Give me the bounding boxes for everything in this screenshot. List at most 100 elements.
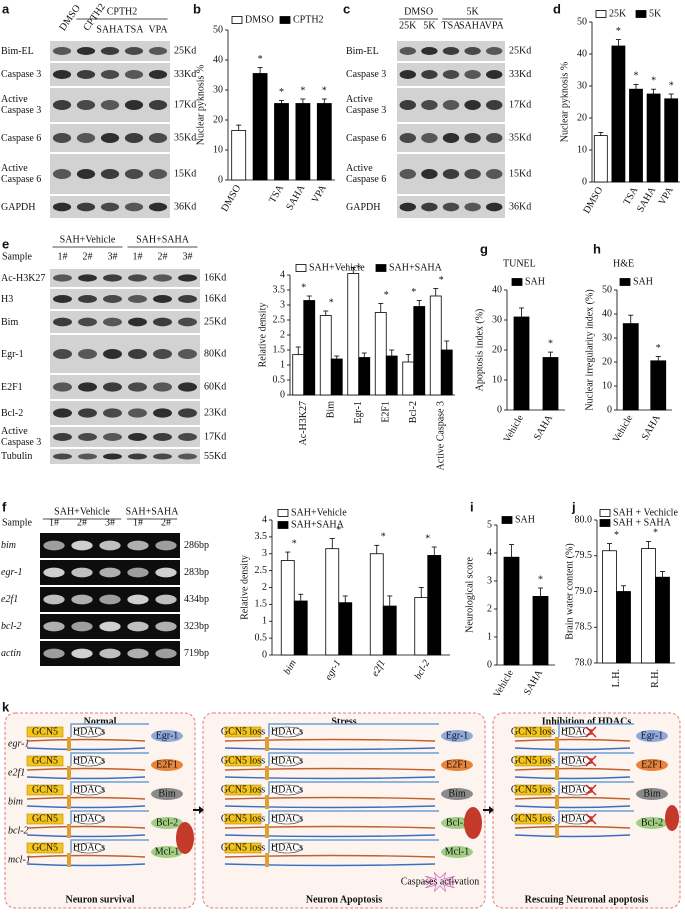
- row-label-box: Bim-EL: [1, 45, 34, 57]
- row-label: GAPDH: [1, 201, 36, 213]
- band: [71, 567, 93, 578]
- row-label-box: Bim: [1, 317, 18, 328]
- gene-label: bim: [8, 796, 23, 807]
- band: [103, 317, 122, 327]
- bar: [429, 295, 442, 396]
- panel-label: k: [2, 699, 10, 714]
- gcn5-box: [514, 784, 552, 796]
- band: [399, 47, 417, 55]
- panel-label: b: [193, 1, 201, 16]
- promoter: [265, 824, 269, 838]
- band: [178, 295, 197, 303]
- protein-shape: [151, 730, 183, 742]
- band: [178, 453, 197, 460]
- band: [71, 648, 93, 659]
- gcn5-label: GCN5 loss: [511, 726, 555, 737]
- row-label: Active Caspase 6: [1, 163, 42, 185]
- lane-label: TSA: [125, 24, 145, 35]
- gcn5-box: [26, 813, 64, 825]
- hdac-shape: [271, 813, 303, 825]
- band: [399, 169, 417, 179]
- legend-label: SAH+SAHA: [389, 262, 443, 273]
- gcn5-box: [224, 784, 262, 796]
- legend-label: SAH+Vehicle: [291, 507, 347, 518]
- size-label: 434bp: [184, 594, 209, 605]
- lane-label: 2#: [158, 251, 168, 262]
- bar: [382, 605, 397, 656]
- y-tick-label: 0: [218, 174, 223, 185]
- band: [76, 169, 96, 179]
- y-tick-label: 0: [607, 404, 612, 415]
- size-label: 283bp: [184, 567, 209, 578]
- band: [43, 540, 65, 551]
- band: [442, 169, 460, 179]
- promoter: [67, 824, 71, 838]
- gcn5-box: [224, 842, 262, 854]
- band: [128, 349, 147, 359]
- protein-label: E2F1: [446, 759, 468, 770]
- mitochondrion: [464, 807, 482, 839]
- gcn5-label: GCN5: [32, 813, 58, 824]
- y-tick-label: 1.5: [273, 344, 286, 355]
- transcript-arrow: [558, 752, 634, 766]
- mitochondrion: [665, 805, 679, 831]
- bar: [292, 354, 305, 396]
- bar: [427, 555, 442, 656]
- legend-label: CPTH2: [293, 14, 324, 25]
- gcn5-box: [514, 726, 552, 738]
- protein-label: Bcl-2: [156, 817, 178, 828]
- y-tick-label: 2: [487, 603, 492, 614]
- protein-shape: [151, 759, 183, 771]
- significance-mark: *: [656, 343, 661, 354]
- group-label: 5K: [466, 6, 479, 17]
- y-tick-label: 3: [262, 548, 267, 559]
- band: [99, 594, 121, 605]
- significance-mark: *: [651, 75, 656, 86]
- band: [76, 202, 96, 212]
- dna-strand: [514, 776, 631, 780]
- bar: [295, 103, 311, 181]
- panel-label: d: [553, 1, 561, 16]
- bar: [319, 315, 332, 396]
- band: [127, 540, 149, 551]
- hdac-shape: [73, 813, 105, 825]
- band: [100, 70, 120, 79]
- y-tick-label: 40: [602, 308, 612, 319]
- bar: [385, 355, 398, 396]
- bar: [303, 300, 316, 396]
- dna-strand: [26, 796, 146, 800]
- gcn5-label: GCN5 loss: [221, 726, 265, 737]
- dna-strand: [224, 767, 436, 771]
- transcript-arrow: [268, 781, 439, 795]
- protein-shape: [151, 817, 183, 829]
- blot-strip: [50, 289, 200, 309]
- size-label: 36Kd: [174, 201, 196, 212]
- band: [43, 567, 65, 578]
- hdac-label: HDACs: [73, 726, 105, 737]
- hdac-label: HDACs: [271, 813, 303, 824]
- group-label: CPTH2: [107, 6, 138, 17]
- band: [100, 47, 120, 55]
- group-label: SAH+SAHA: [136, 234, 190, 245]
- band: [99, 648, 121, 659]
- bar: [330, 358, 343, 396]
- lane-label: 2#: [77, 517, 87, 528]
- protein-label: Egr-1: [641, 730, 664, 741]
- band: [421, 47, 438, 55]
- band: [52, 169, 72, 179]
- legend-label: SAH: [633, 276, 653, 287]
- transcript-arrow: [70, 781, 149, 795]
- band: [78, 317, 97, 327]
- size-label: 15Kd: [174, 168, 196, 179]
- band: [99, 567, 121, 578]
- row-label: Active Caspase 3: [1, 426, 42, 448]
- row-label-box: Active Caspase 3: [1, 94, 41, 116]
- band: [153, 349, 172, 359]
- gcn5-label: GCN5: [32, 755, 58, 766]
- size-label: 25Kd: [509, 45, 531, 56]
- transcript-arrow: [70, 839, 149, 853]
- band: [155, 567, 177, 578]
- promoter: [265, 766, 269, 780]
- x-tick-label: L.H.: [611, 669, 622, 687]
- row-label: Bim-EL: [1, 45, 34, 57]
